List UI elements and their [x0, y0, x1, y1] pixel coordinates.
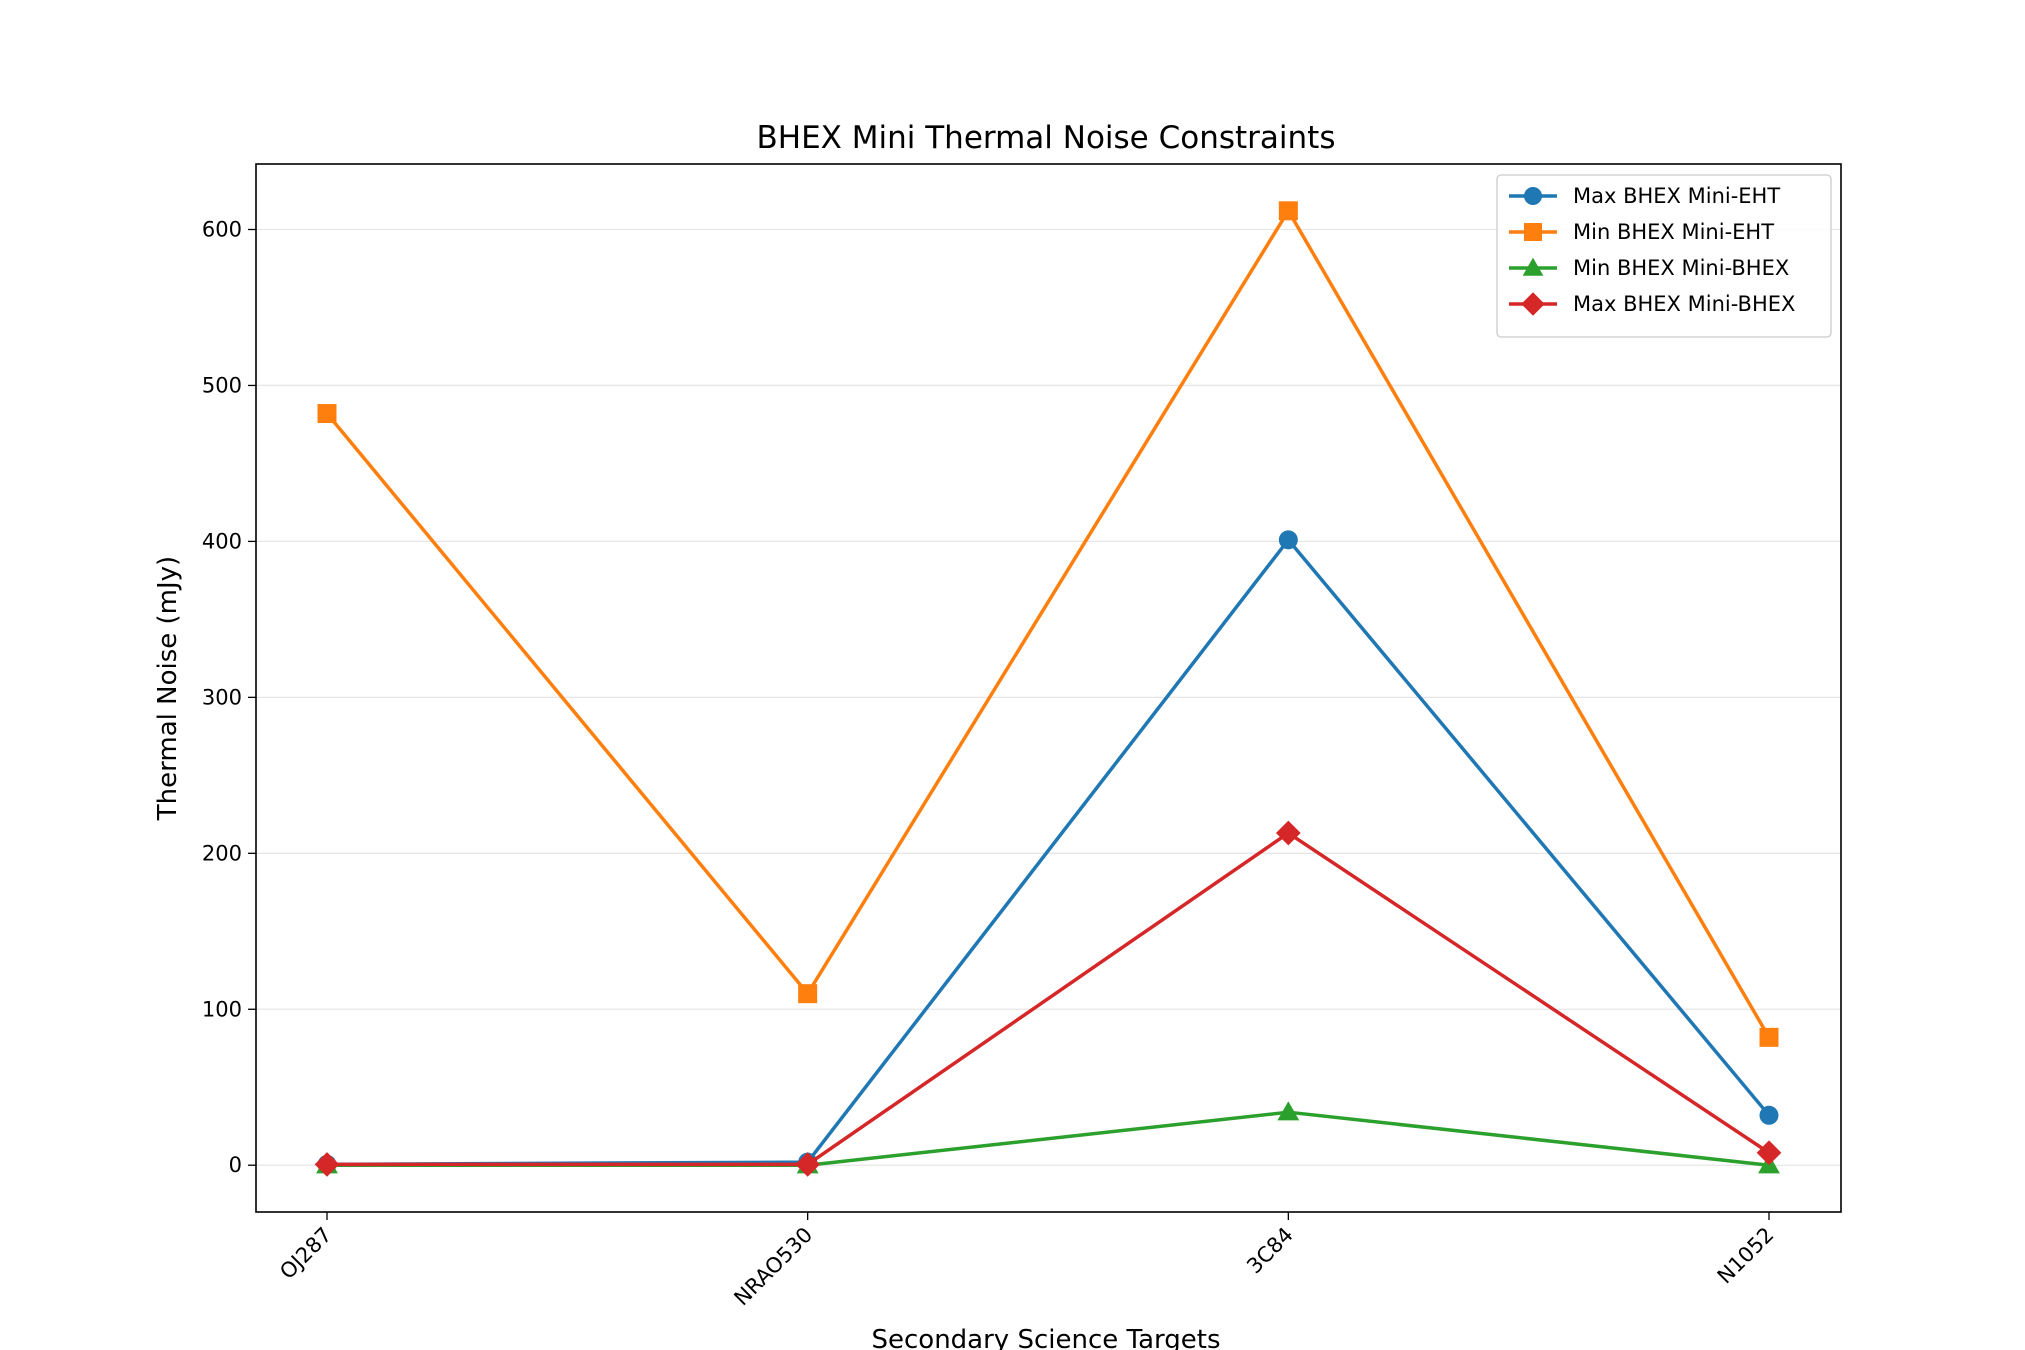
legend-marker: [1522, 257, 1544, 276]
y-axis-ticks: 0 100 200 300 400 500 600: [202, 218, 256, 1177]
legend-item: Min BHEX Mini-BHEX: [1509, 256, 1789, 280]
legend-item: Max BHEX Mini-EHT: [1509, 184, 1780, 208]
legend-item: Min BHEX Mini-EHT: [1509, 220, 1774, 244]
series-lines: [314, 201, 1782, 1177]
legend-label: Min BHEX Mini-EHT: [1573, 220, 1774, 244]
chart-title: BHEX Mini Thermal Noise Constraints: [757, 120, 1336, 156]
data-point: [317, 404, 337, 424]
legend: Max BHEX Mini-EHT Min BHEX Mini-EHT Min BH…: [1496, 174, 1832, 338]
y-tick-label: 400: [202, 529, 242, 553]
legend-label: Max BHEX Mini-EHT: [1573, 184, 1780, 208]
plot-frame: [255, 163, 1842, 1213]
y-tick-label: 600: [202, 218, 242, 242]
legend-label: Min BHEX Mini-BHEX: [1573, 256, 1789, 280]
y-tick-label: 500: [202, 373, 242, 397]
y-tick-label: 0: [229, 1153, 242, 1177]
legend-marker: [1524, 187, 1542, 205]
legend-item: Max BHEX Mini-BHEX: [1509, 292, 1795, 316]
data-point: [1278, 530, 1298, 550]
legend-marker: [1521, 292, 1545, 316]
data-point: [314, 1152, 340, 1177]
series-1: [317, 201, 1779, 1047]
data-point: [1756, 1140, 1782, 1166]
legend-label: Max BHEX Mini-BHEX: [1573, 292, 1795, 316]
data-point: [1277, 1101, 1300, 1121]
y-tick-label: 200: [202, 841, 242, 865]
series-line: [327, 831, 1770, 1167]
data-point: [1275, 820, 1301, 846]
series-line: [325, 209, 1771, 1039]
x-axis-label: Secondary Science Targets: [872, 1325, 1221, 1350]
y-tick-label: 300: [202, 685, 242, 709]
data-point: [795, 1152, 821, 1177]
legend-box: [1496, 174, 1832, 338]
y-axis-label: Thermal Noise (mJy): [153, 556, 183, 821]
data-point: [1759, 1027, 1779, 1047]
data-point: [1278, 201, 1298, 221]
y-tick-label: 100: [202, 997, 242, 1021]
legend-marker: [1524, 223, 1542, 241]
series-3: [314, 820, 1782, 1177]
data-point: [798, 984, 818, 1004]
data-point: [1759, 1105, 1779, 1125]
